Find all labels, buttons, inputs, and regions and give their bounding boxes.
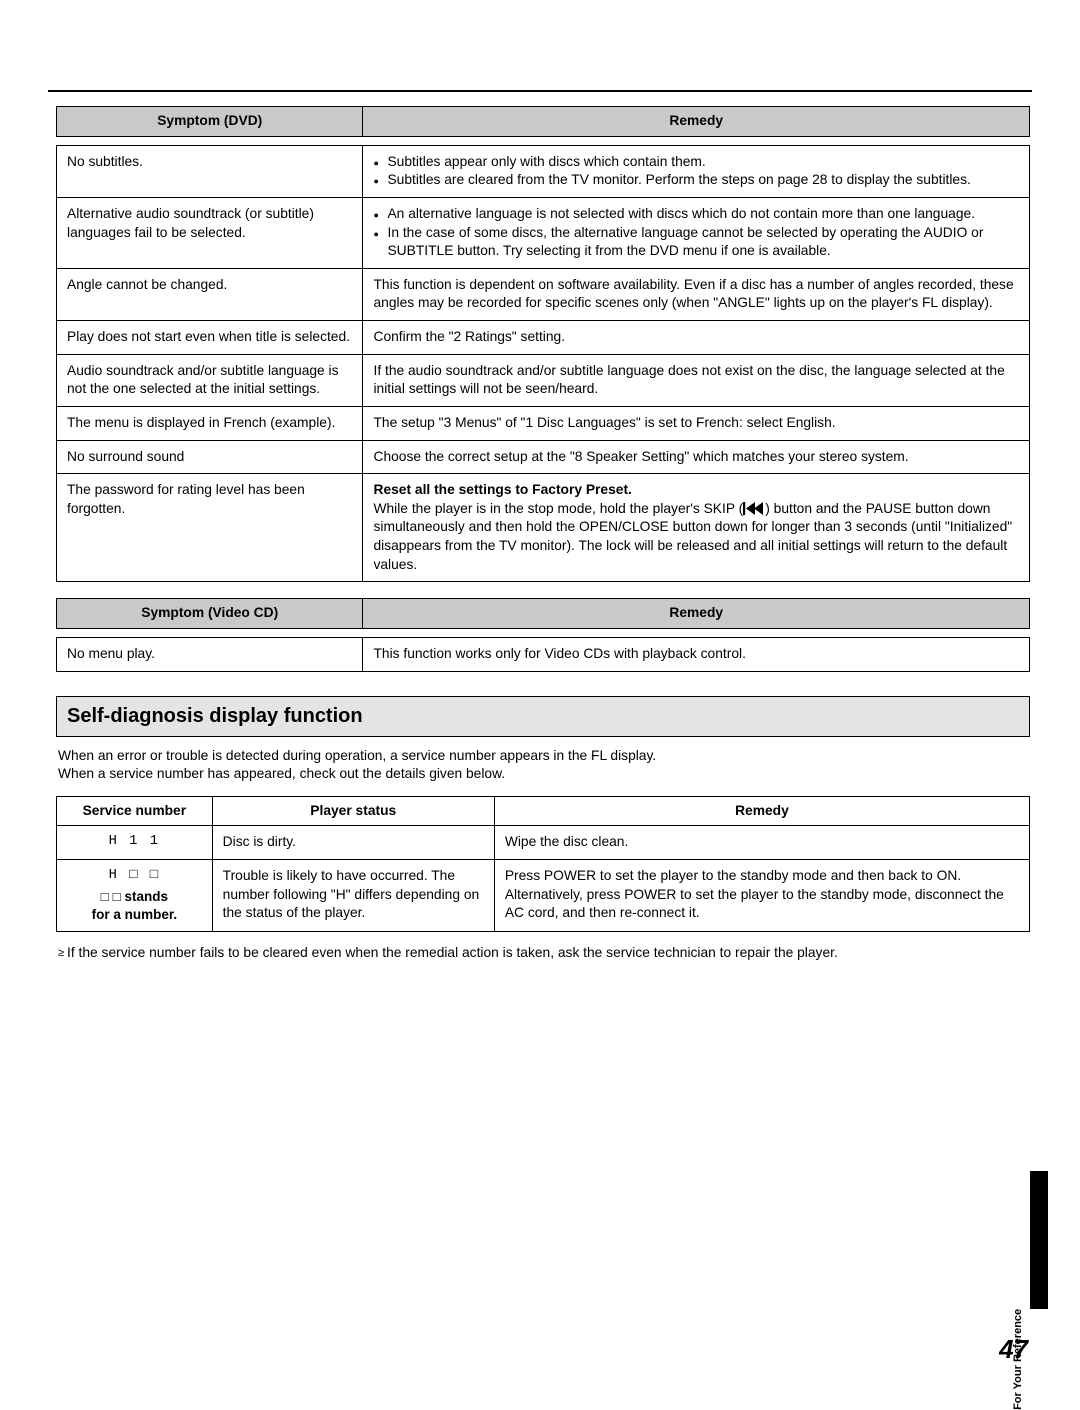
table-row: Angle cannot be changed. This function i…: [57, 268, 1030, 320]
symptom-cell: Play does not start even when title is s…: [57, 321, 363, 355]
table-header-row: Symptom (DVD) Remedy: [57, 107, 1030, 137]
service-number-cell: H 1 1: [57, 826, 213, 860]
skip-prev-icon: [743, 502, 765, 515]
symptom-cell: No surround sound: [57, 440, 363, 474]
table-row: The password for rating level has been f…: [57, 474, 1030, 582]
symptom-cell: No subtitles.: [57, 145, 363, 197]
table-header-row: Service number Player status Remedy: [57, 796, 1030, 826]
remedy-cell: If the audio soundtrack and/or subtitle …: [363, 354, 1030, 406]
side-tab-marker: [1030, 1171, 1048, 1309]
page-content: Symptom (DVD) Remedy No subtitles. Subti…: [56, 106, 1030, 963]
table-row: No menu play. This function works only f…: [57, 637, 1030, 671]
col-header-symptom: Symptom (Video CD): [57, 599, 363, 629]
remedy-cell: Choose the correct setup at the "8 Speak…: [363, 440, 1030, 474]
symptom-cell: The menu is displayed in French (example…: [57, 406, 363, 440]
table-row: Alternative audio soundtrack (or subtitl…: [57, 197, 1030, 268]
remedy-cell: Subtitles appear only with discs which c…: [363, 145, 1030, 197]
remedy-cell: The setup "3 Menus" of "1 Disc Languages…: [363, 406, 1030, 440]
col-header-remedy: Remedy: [363, 599, 1030, 629]
remedy-cell: An alternative language is not selected …: [363, 197, 1030, 268]
remedy-cell: Reset all the settings to Factory Preset…: [363, 474, 1030, 582]
page-number: 47: [999, 1332, 1028, 1367]
table-row: Audio soundtrack and/or subtitle languag…: [57, 354, 1030, 406]
self-diagnosis-table: Service number Player status Remedy H 1 …: [56, 796, 1030, 932]
player-status-cell: Trouble is likely to have occurred. The …: [212, 860, 494, 932]
col-header-symptom: Symptom (DVD): [57, 107, 363, 137]
symptom-cell: Alternative audio soundtrack (or subtitl…: [57, 197, 363, 268]
remedy-cell: Press POWER to set the player to the sta…: [494, 860, 1029, 932]
table-row: The menu is displayed in French (example…: [57, 406, 1030, 440]
remedy-cell: This function is dependent on software a…: [363, 268, 1030, 320]
col-header-remedy: Remedy: [363, 107, 1030, 137]
vcd-troubleshoot-table: Symptom (Video CD) Remedy No menu play. …: [56, 598, 1030, 671]
symptom-cell: The password for rating level has been f…: [57, 474, 363, 582]
table-row: H □ □ □ □ stands for a number. Trouble i…: [57, 860, 1030, 932]
col-header-service-number: Service number: [57, 796, 213, 826]
section-heading: Self-diagnosis display function: [56, 696, 1030, 737]
col-header-remedy: Remedy: [494, 796, 1029, 826]
col-header-player-status: Player status: [212, 796, 494, 826]
symptom-cell: Audio soundtrack and/or subtitle languag…: [57, 354, 363, 406]
table-row: No subtitles. Subtitles appear only with…: [57, 145, 1030, 197]
table-header-row: Symptom (Video CD) Remedy: [57, 599, 1030, 629]
remedy-cell: This function works only for Video CDs w…: [363, 637, 1030, 671]
section-intro: When an error or trouble is detected dur…: [58, 747, 1028, 784]
player-status-cell: Disc is dirty.: [212, 826, 494, 860]
table-row: No surround sound Choose the correct set…: [57, 440, 1030, 474]
symptom-cell: No menu play.: [57, 637, 363, 671]
remedy-cell: Confirm the "2 Ratings" setting.: [363, 321, 1030, 355]
table-row: Play does not start even when title is s…: [57, 321, 1030, 355]
dvd-troubleshoot-table: Symptom (DVD) Remedy No subtitles. Subti…: [56, 106, 1030, 582]
table-row: H 1 1 Disc is dirty. Wipe the disc clean…: [57, 826, 1030, 860]
remedy-cell: Wipe the disc clean.: [494, 826, 1029, 860]
footer-note: If the service number fails to be cleare…: [58, 944, 1028, 963]
symptom-cell: Angle cannot be changed.: [57, 268, 363, 320]
service-number-cell: H □ □ □ □ stands for a number.: [57, 860, 213, 932]
